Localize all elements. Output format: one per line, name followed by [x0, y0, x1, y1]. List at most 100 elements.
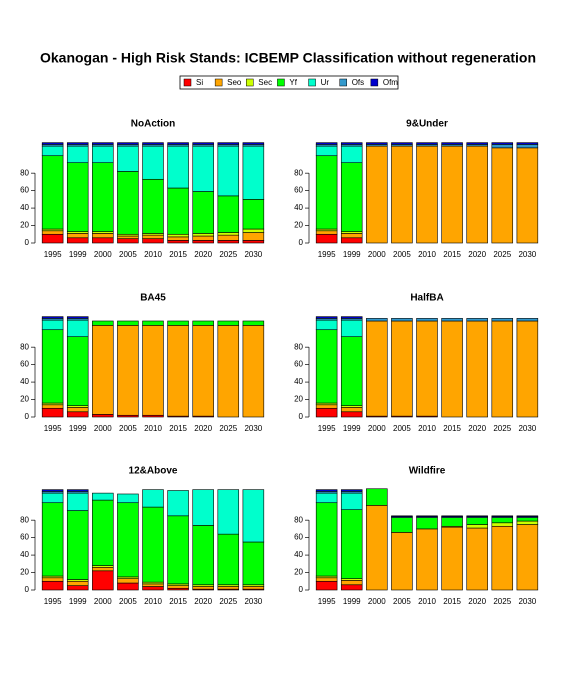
bar-segment	[340, 411, 363, 418]
x-tick-label: 1995	[318, 597, 336, 606]
y-tick-label: 60	[20, 186, 29, 195]
y-tick-label: 60	[294, 186, 303, 195]
bar-segment	[41, 329, 64, 404]
x-tick-label: 2020	[194, 597, 212, 606]
bar-segment	[66, 585, 89, 591]
bar-segment	[167, 142, 189, 145]
x-tick-label: 2010	[418, 424, 436, 433]
bar-segment	[41, 502, 64, 577]
bar-segment	[41, 142, 64, 145]
bar-segment	[192, 320, 214, 326]
bar-segment	[167, 145, 189, 189]
x-tick-label: 2015	[169, 424, 187, 433]
bar-segment	[192, 191, 214, 234]
y-tick-label: 0	[299, 238, 304, 247]
bar-segment	[516, 517, 539, 522]
y-tick-label: 0	[25, 585, 30, 594]
x-tick-label: 2030	[244, 597, 262, 606]
legend-swatch	[308, 78, 316, 87]
y-tick-label: 40	[20, 377, 29, 386]
x-tick-label: 2015	[443, 250, 461, 259]
bar-segment	[66, 319, 89, 337]
bar-segment	[441, 515, 463, 517]
bar-segment	[217, 145, 240, 197]
bar-segment	[92, 233, 114, 239]
bar-segment	[315, 142, 338, 145]
legend-swatch	[277, 78, 285, 87]
bar-segment	[142, 145, 164, 180]
bar-segment	[41, 233, 64, 244]
x-tick-label: 1995	[44, 597, 62, 606]
bar-segment	[491, 320, 514, 418]
x-tick-label: 2000	[94, 250, 112, 259]
bar-segment	[167, 585, 189, 589]
bar-segment	[340, 142, 363, 145]
x-tick-label: 2015	[169, 597, 187, 606]
x-tick-label: 1995	[318, 250, 336, 259]
y-tick-label: 40	[294, 377, 303, 386]
y-tick-label: 20	[20, 568, 29, 577]
x-tick-label: 2005	[119, 597, 137, 606]
bar-segment	[391, 517, 413, 533]
x-tick-label: 2030	[244, 250, 262, 259]
bar-segment	[242, 145, 265, 200]
bar-segment	[242, 232, 265, 241]
bar-segment	[41, 319, 64, 331]
bar-segment	[217, 142, 240, 145]
x-tick-label: 2025	[493, 597, 511, 606]
bar-segment	[117, 502, 139, 578]
bar-segment	[66, 336, 89, 406]
x-tick-label: 2005	[119, 250, 137, 259]
bar-segment	[315, 577, 338, 582]
bar-segment	[516, 144, 539, 149]
bar-segment	[167, 515, 189, 585]
x-tick-label: 2010	[418, 250, 436, 259]
bar-segment	[340, 489, 363, 492]
x-tick-label: 1995	[318, 424, 336, 433]
legend-swatch	[246, 78, 254, 87]
x-tick-label: 1995	[44, 424, 62, 433]
bar-segment	[217, 325, 240, 418]
y-tick-label: 0	[299, 412, 304, 421]
bar-segment	[217, 234, 240, 241]
bar-segment	[416, 320, 438, 417]
panel-title: 12&Above	[129, 466, 178, 477]
bar-segment	[391, 318, 413, 322]
bar-segment	[441, 517, 463, 527]
bar-segment	[167, 490, 189, 517]
bar-segment	[192, 489, 214, 526]
bar-segment	[117, 235, 139, 239]
legend-label: Ur	[321, 78, 330, 87]
bar-segment	[92, 237, 114, 244]
bar-segment	[217, 232, 240, 236]
bar-segment	[242, 586, 265, 590]
bar-segment	[192, 233, 214, 237]
y-tick-label: 80	[20, 342, 29, 351]
bar-segment	[340, 584, 363, 591]
y-tick-label: 20	[294, 221, 303, 230]
bar-segment	[41, 580, 64, 591]
y-tick-label: 0	[25, 238, 30, 247]
bar-segment	[315, 155, 338, 230]
x-tick-label: 2020	[194, 250, 212, 259]
bar-segment	[117, 171, 139, 235]
bar-segment	[192, 235, 214, 241]
y-tick-label: 20	[20, 395, 29, 404]
bar-segment	[441, 145, 463, 244]
bar-segment	[416, 318, 438, 322]
bar-segment	[315, 404, 338, 409]
bar-segment	[66, 316, 89, 319]
bar-segment	[315, 319, 338, 331]
bar-segment	[466, 142, 488, 145]
x-tick-label: 2030	[244, 424, 262, 433]
bar-segment	[117, 325, 139, 416]
bar-segment	[466, 515, 488, 517]
x-tick-label: 1999	[343, 250, 361, 259]
x-tick-label: 2010	[144, 424, 162, 433]
bar-segment	[92, 142, 114, 145]
bar-segment	[391, 515, 413, 517]
bar-segment	[242, 228, 265, 233]
bar-segment	[117, 582, 139, 591]
bar-segment	[41, 145, 64, 157]
